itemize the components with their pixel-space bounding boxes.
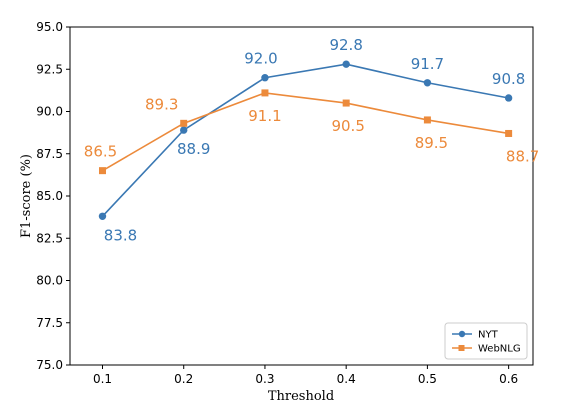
data-point-nyt xyxy=(261,74,268,81)
data-label-webnlg: 86.5 xyxy=(84,143,117,161)
x-axis: 0.1 0.2 0.3 0.4 0.5 0.6 xyxy=(93,365,518,386)
data-point-nyt xyxy=(180,126,187,133)
data-point-webnlg xyxy=(424,116,431,123)
data-label-nyt: 88.9 xyxy=(177,140,210,158)
data-label-webnlg: 88.7 xyxy=(506,147,539,165)
data-label-nyt: 83.8 xyxy=(104,226,137,244)
y-axis-label: F1-score (%) xyxy=(19,154,34,238)
y-tick-label: 92.5 xyxy=(36,62,63,76)
legend-marker-webnlg xyxy=(459,345,465,351)
x-tick-label: 0.2 xyxy=(174,372,193,386)
y-tick-label: 82.5 xyxy=(36,231,63,245)
data-label-nyt: 92.8 xyxy=(329,36,362,54)
y-tick-label: 77.5 xyxy=(36,316,63,330)
legend-label-webnlg: WebNLG xyxy=(478,344,521,355)
series-layer xyxy=(99,60,513,220)
data-point-nyt xyxy=(99,213,106,220)
x-tick-label: 0.4 xyxy=(337,372,356,386)
data-label-webnlg: 91.1 xyxy=(248,107,281,125)
data-point-nyt xyxy=(424,79,431,86)
x-tick-label: 0.3 xyxy=(255,372,274,386)
x-axis-label: Threshold xyxy=(268,389,334,404)
x-tick-label: 0.5 xyxy=(418,372,437,386)
y-tick-label: 87.5 xyxy=(36,147,63,161)
data-label-nyt: 90.8 xyxy=(492,70,525,88)
data-label-webnlg: 90.5 xyxy=(331,117,364,135)
legend-marker-nyt xyxy=(459,331,465,337)
legend: NYT WebNLG xyxy=(445,323,527,359)
data-labels: 83.8 88.9 92.0 92.8 91.7 90.8 86.5 89.3 91.1 90.5… xyxy=(84,36,540,244)
y-tick-label: 85.0 xyxy=(36,189,63,203)
data-point-nyt xyxy=(505,94,512,101)
y-tick-label: 75.0 xyxy=(36,358,63,372)
legend-label-nyt: NYT xyxy=(478,330,499,341)
y-tick-label: 95.0 xyxy=(36,20,63,34)
data-label-webnlg: 89.3 xyxy=(145,95,178,113)
data-point-webnlg xyxy=(261,89,268,96)
y-axis: 75.0 77.5 80.0 82.5 85.0 87.5 90.0 92.5 95.0 xyxy=(36,20,70,372)
y-tick-label: 80.0 xyxy=(36,274,63,288)
data-point-webnlg xyxy=(180,120,187,127)
data-point-webnlg xyxy=(505,130,512,137)
data-point-nyt xyxy=(342,60,349,67)
data-label-nyt: 91.7 xyxy=(411,55,444,73)
plot-frame xyxy=(70,27,533,365)
data-label-nyt: 92.0 xyxy=(244,50,277,68)
x-tick-label: 0.6 xyxy=(499,372,518,386)
data-point-webnlg xyxy=(343,100,350,107)
y-tick-label: 90.0 xyxy=(36,105,63,119)
x-tick-label: 0.1 xyxy=(93,372,112,386)
data-label-webnlg: 89.5 xyxy=(415,134,448,152)
data-point-webnlg xyxy=(99,167,106,174)
